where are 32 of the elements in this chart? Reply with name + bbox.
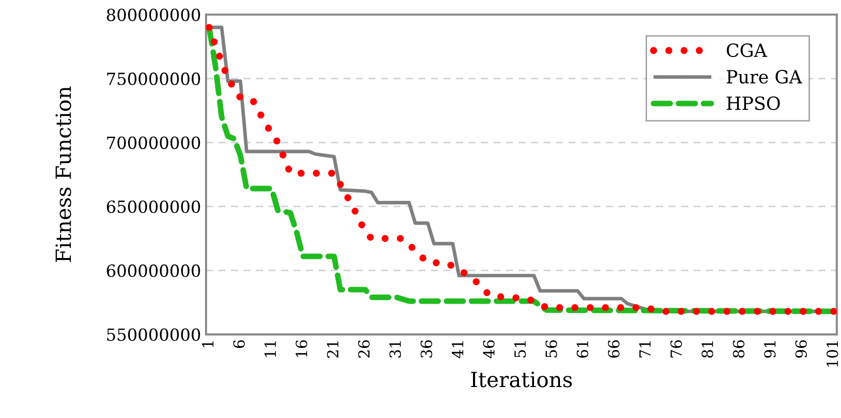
x-tick-label: 21: [326, 341, 338, 358]
x-tick-label: 6: [233, 340, 245, 348]
x-tick-label: 36: [420, 340, 432, 358]
x-tick-label: 101: [826, 341, 838, 367]
x-tick-label: 66: [608, 340, 620, 358]
x-tick-label: 46: [483, 340, 495, 358]
x-tick-label: 31: [389, 341, 401, 358]
x-axis-title: Iterations: [471, 372, 572, 388]
x-tick-label: 91: [764, 341, 776, 358]
x-tick-label: 96: [795, 340, 807, 358]
y-tick-label: 800000000: [106, 8, 200, 22]
x-tick-label: 26: [358, 340, 370, 358]
y-tick-label: 550000000: [107, 328, 200, 341]
legend-label: HPSO: [726, 96, 780, 110]
x-tick-label: 56: [546, 340, 558, 358]
x-tick-label: 86: [732, 340, 744, 358]
y-tick-label: 700000000: [107, 136, 200, 150]
y-tick-label: 650000000: [106, 200, 200, 214]
x-tick-label: 61: [576, 341, 588, 358]
y-tick-label: 600000000: [106, 264, 200, 278]
y-axis-title: Fitness Function: [56, 86, 72, 262]
x-tick-label: 11: [264, 341, 276, 357]
y-tick-label: 750000000: [107, 72, 200, 86]
legend-label: Pure GA: [726, 70, 802, 84]
x-tick-label: 16: [296, 340, 308, 357]
x-tick-label: 51: [514, 341, 526, 358]
x-tick-label: 41: [452, 341, 464, 358]
x-tick-label: 71: [639, 341, 651, 358]
x-tick-label: 1: [202, 341, 214, 348]
x-tick-label: 76: [670, 340, 682, 358]
legend-label: CGA: [726, 43, 768, 58]
x-tick-label: 81: [702, 341, 714, 358]
